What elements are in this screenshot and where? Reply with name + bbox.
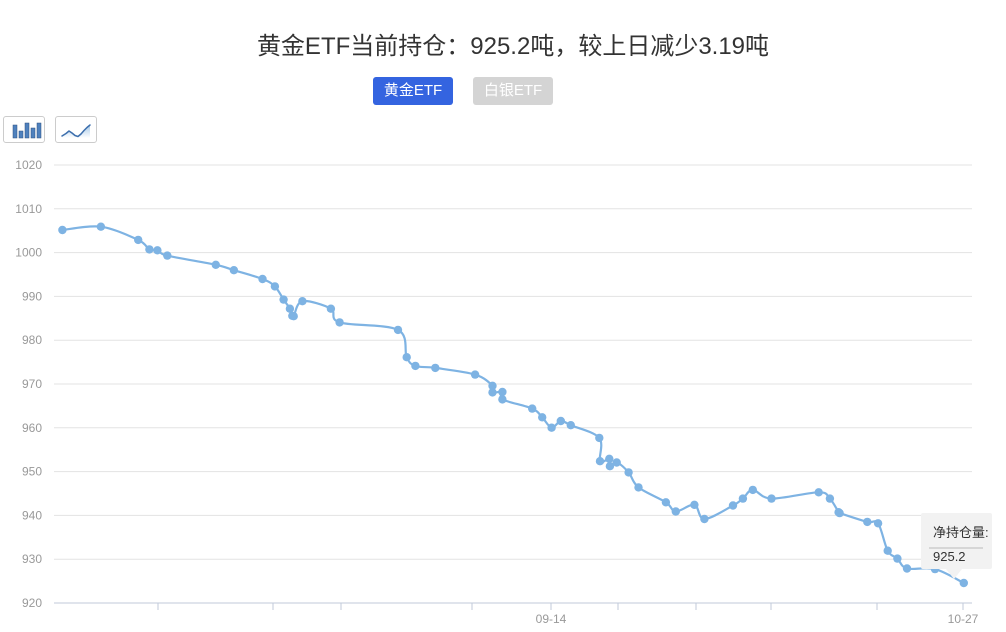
svg-text:1020: 1020 <box>15 158 42 172</box>
svg-text:970: 970 <box>22 377 42 391</box>
svg-text:930: 930 <box>22 552 42 566</box>
svg-text:1010: 1010 <box>15 202 42 216</box>
svg-text:940: 940 <box>22 508 42 522</box>
svg-text:950: 950 <box>22 465 42 479</box>
svg-text:925.2: 925.2 <box>933 549 966 564</box>
svg-text:960: 960 <box>22 421 42 435</box>
svg-text:990: 990 <box>22 289 42 303</box>
svg-text:1000: 1000 <box>15 246 42 260</box>
svg-text:920: 920 <box>22 596 42 610</box>
svg-text:10-27: 10-27 <box>948 612 979 626</box>
svg-text:09-14: 09-14 <box>536 612 567 626</box>
svg-text:净持仓量:: 净持仓量: <box>933 525 989 540</box>
svg-text:980: 980 <box>22 333 42 347</box>
